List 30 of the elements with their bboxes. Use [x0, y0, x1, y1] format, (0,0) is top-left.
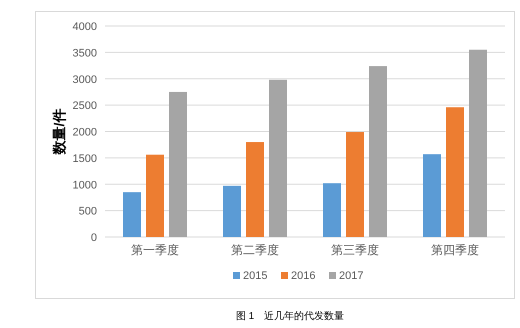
x-tick-label: 第一季度 [131, 243, 179, 257]
y-tick-label: 3000 [72, 74, 97, 86]
x-tick-label: 第二季度 [231, 243, 279, 257]
caption: 图 1 近几年的代发数量 [236, 310, 344, 322]
x-tick-label: 第三季度 [331, 243, 379, 257]
y-tick-label: 2000 [72, 126, 97, 138]
y-tick-label: 2500 [72, 100, 97, 112]
legend-label: 2016 [291, 270, 316, 282]
y-tick-label: 4000 [72, 21, 97, 33]
bar [323, 183, 341, 237]
bar [469, 50, 487, 237]
bar [346, 132, 364, 237]
legend-label: 2015 [243, 270, 268, 282]
y-tick-label: 1000 [72, 179, 97, 192]
bar [423, 154, 441, 237]
y-tick-label: 1500 [72, 152, 97, 165]
bar [146, 154, 164, 237]
legend-label: 2017 [339, 270, 364, 282]
bar [223, 186, 241, 237]
x-tick-label: 第四季度 [431, 243, 479, 257]
bar [246, 142, 264, 237]
bar [123, 192, 141, 237]
y-tick-label: 0 [90, 232, 97, 244]
y-tick-label: 3500 [72, 47, 97, 60]
bar [269, 80, 287, 237]
bar [369, 66, 387, 237]
bar [169, 92, 187, 237]
y-axis-title: 数量/件 [51, 108, 67, 156]
y-tick-label: 500 [78, 206, 97, 218]
bar [446, 107, 464, 237]
